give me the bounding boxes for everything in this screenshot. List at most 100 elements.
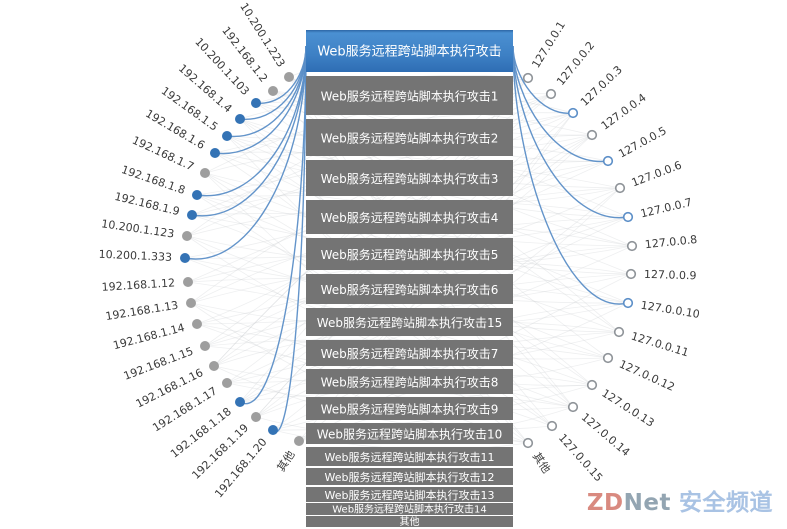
source-host-dot[interactable] bbox=[235, 397, 245, 407]
attack-event-box[interactable]: Web服务远程跨站脚本执行攻击11 bbox=[306, 447, 513, 466]
source-host-dot[interactable] bbox=[180, 253, 190, 263]
target-host-dot[interactable] bbox=[546, 420, 558, 432]
target-host-label[interactable]: 127.0.0.10 bbox=[640, 299, 701, 321]
target-host-dot[interactable] bbox=[567, 401, 579, 413]
attack-event-box[interactable]: Web服务远程跨站脚本执行攻击9 bbox=[306, 397, 513, 420]
attack-box[interactable] bbox=[306, 238, 513, 270]
target-host-label[interactable]: 127.0.0.4 bbox=[599, 91, 649, 132]
attack-event-box[interactable]: Web服务远程跨站脚本执行攻击13 bbox=[306, 487, 513, 502]
source-host-label[interactable]: 192.168.1.13 bbox=[105, 299, 180, 323]
target-host-dot[interactable] bbox=[602, 352, 614, 364]
target-host-label[interactable]: 127.0.0.11 bbox=[630, 330, 691, 360]
target-host-label[interactable]: 127.0.0.6 bbox=[630, 159, 684, 190]
attack-box[interactable] bbox=[306, 119, 513, 156]
target-host-label[interactable]: 127.0.0.2 bbox=[554, 39, 597, 88]
source-host-dot[interactable] bbox=[251, 412, 261, 422]
attack-boxes: Web服务远程跨站脚本执行攻击 Web服务远程跨站脚本执行攻击1 Web服务远程跨站… bbox=[306, 30, 513, 528]
target-host-label[interactable]: 127.0.0.5 bbox=[616, 124, 668, 160]
target-host-dot[interactable] bbox=[586, 379, 598, 391]
source-host-dot[interactable] bbox=[268, 86, 278, 96]
source-host-dot[interactable] bbox=[222, 378, 232, 388]
source-host-dot[interactable] bbox=[186, 298, 196, 308]
target-host-dot[interactable] bbox=[567, 107, 579, 119]
source-host-dot[interactable] bbox=[209, 361, 219, 371]
attack-event-box[interactable]: Web服务远程跨站脚本执行攻击2 bbox=[306, 119, 513, 156]
attack-event-box[interactable]: Web服务远程跨站脚本执行攻击8 bbox=[306, 369, 513, 394]
attack-event-box[interactable]: Web服务远程跨站脚本执行攻击1 bbox=[306, 76, 513, 115]
source-host-label[interactable]: 其他 bbox=[275, 448, 298, 474]
source-host-label[interactable]: 192.168.1.12 bbox=[101, 276, 175, 294]
target-host-label[interactable]: 127.0.0.12 bbox=[617, 357, 677, 393]
attack-box[interactable] bbox=[306, 503, 513, 515]
target-host-dot[interactable] bbox=[586, 129, 598, 141]
target-host-label[interactable]: 127.0.0.3 bbox=[578, 63, 625, 109]
target-host-dot[interactable] bbox=[545, 88, 557, 100]
attack-box[interactable] bbox=[306, 369, 513, 394]
target-host-label[interactable]: 127.0.0.13 bbox=[599, 387, 656, 430]
source-host-dot[interactable] bbox=[235, 114, 245, 124]
attack-event-box[interactable]: Web服务远程跨站脚本执行攻击15 bbox=[306, 308, 513, 336]
attack-event-box[interactable]: Web服务远程跨站脚本执行攻击7 bbox=[306, 340, 513, 366]
attack-box[interactable] bbox=[306, 397, 513, 420]
attack-box[interactable] bbox=[306, 447, 513, 466]
attack-box[interactable] bbox=[306, 487, 513, 502]
source-host-dot[interactable] bbox=[268, 425, 278, 435]
target-host-dot[interactable] bbox=[522, 72, 534, 84]
attack-box[interactable] bbox=[306, 76, 513, 115]
target-host-label[interactable]: 127.0.0.1 bbox=[529, 19, 568, 70]
source-host-label[interactable]: 10.200.1.123 bbox=[100, 217, 175, 240]
source-hosts: 10.200.1.223192.168.1.210.200.1.103192.1… bbox=[98, 0, 304, 500]
attack-box-highlighted[interactable] bbox=[306, 30, 513, 72]
source-host-label[interactable]: 192.168.1.8 bbox=[120, 163, 187, 197]
attack-event-box[interactable]: Web服务远程跨站脚本执行攻击10 bbox=[306, 423, 513, 444]
source-host-dot[interactable] bbox=[183, 277, 193, 287]
source-host-dot[interactable] bbox=[200, 168, 210, 178]
target-host-dot[interactable] bbox=[622, 211, 634, 223]
source-host-dot[interactable] bbox=[192, 319, 202, 329]
attack-event-box[interactable]: 其他 bbox=[306, 515, 513, 528]
attack-event-box[interactable]: Web服务远程跨站脚本执行攻击6 bbox=[306, 274, 513, 304]
zdnet-watermark: ZDNet 安全频道 bbox=[587, 483, 773, 517]
attack-event-box[interactable]: Web服务远程跨站脚本执行攻击5 bbox=[306, 238, 513, 270]
source-host-dot[interactable] bbox=[210, 148, 220, 158]
source-host-dot[interactable] bbox=[284, 72, 294, 82]
background-edge bbox=[190, 302, 593, 386]
attack-box[interactable] bbox=[306, 468, 513, 485]
target-host-label[interactable]: 127.0.0.14 bbox=[579, 410, 633, 459]
attack-box[interactable] bbox=[306, 160, 513, 196]
attack-box[interactable] bbox=[306, 516, 513, 527]
target-host-label[interactable]: 其他 bbox=[530, 450, 553, 476]
target-host-label[interactable]: 127.0.0.8 bbox=[644, 233, 698, 251]
target-host-dot[interactable] bbox=[602, 155, 614, 167]
source-host-dot[interactable] bbox=[192, 190, 202, 200]
attack-box[interactable] bbox=[306, 274, 513, 304]
target-host-dot[interactable] bbox=[614, 182, 626, 194]
attack-event-box[interactable]: Web服务远程跨站脚本执行攻击12 bbox=[306, 468, 513, 485]
source-host-dot[interactable] bbox=[200, 341, 210, 351]
source-host-dot[interactable] bbox=[187, 210, 197, 220]
source-host-label[interactable]: 10.200.1.333 bbox=[98, 248, 172, 264]
target-host-label[interactable]: 127.0.0.7 bbox=[639, 196, 693, 221]
attack-box[interactable] bbox=[306, 308, 513, 336]
attack-box[interactable] bbox=[306, 423, 513, 444]
target-host-dot[interactable] bbox=[622, 297, 634, 309]
target-host-dot[interactable] bbox=[626, 240, 638, 252]
attack-box[interactable] bbox=[306, 200, 513, 234]
source-host-dot[interactable] bbox=[251, 98, 261, 108]
source-host-dot[interactable] bbox=[222, 131, 232, 141]
highlight-edge-right bbox=[512, 45, 629, 305]
attack-event-box[interactable]: Web服务远程跨站脚本执行攻击 bbox=[306, 30, 513, 72]
target-host-label[interactable]: 127.0.0.15 bbox=[556, 431, 605, 484]
source-host-dot[interactable] bbox=[182, 231, 192, 241]
target-host-label[interactable]: 127.0.0.9 bbox=[644, 268, 697, 282]
source-host-label[interactable]: 192.168.1.9 bbox=[113, 190, 181, 218]
attack-event-box[interactable]: Web服务远程跨站脚本执行攻击3 bbox=[306, 160, 513, 196]
target-host-dot[interactable] bbox=[625, 268, 637, 280]
attack-box[interactable] bbox=[306, 340, 513, 366]
target-host-dot[interactable] bbox=[522, 437, 534, 449]
source-host-label[interactable]: 192.168.1.14 bbox=[112, 321, 186, 352]
attack-event-box[interactable]: Web服务远程跨站脚本执行攻击4 bbox=[306, 200, 513, 234]
source-host-dot[interactable] bbox=[294, 436, 304, 446]
attack-event-box[interactable]: Web服务远程跨站脚本执行攻击14 bbox=[306, 503, 513, 516]
target-host-dot[interactable] bbox=[613, 326, 625, 338]
